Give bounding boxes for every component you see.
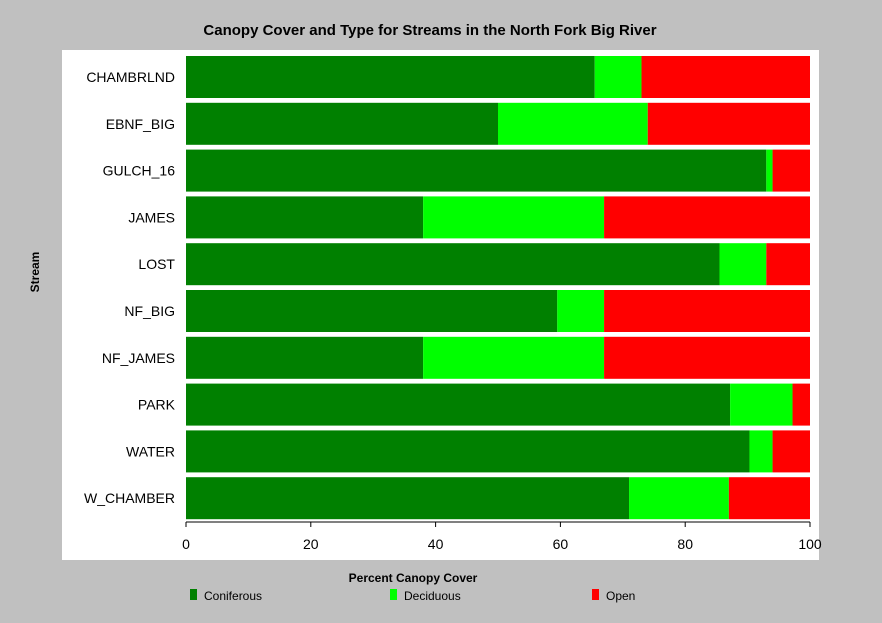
x-tick-label: 20 <box>303 536 319 552</box>
bar-open-lost <box>766 243 810 286</box>
category-label: GULCH_16 <box>103 163 176 179</box>
legend: Coniferous Deciduous Open <box>190 589 635 603</box>
bar-coniferous-james <box>186 196 424 239</box>
category-label: W_CHAMBER <box>84 490 175 506</box>
category-label: NF_BIG <box>124 303 175 319</box>
bar-open-nf_james <box>604 336 810 379</box>
bar-open-gulch_16 <box>772 149 810 192</box>
legend-label-deciduous: Deciduous <box>404 589 461 603</box>
x-tick-label: 100 <box>798 536 822 552</box>
bar-deciduous-nf_james <box>423 336 605 379</box>
bar-deciduous-w_chamber <box>629 477 729 520</box>
bar-open-w_chamber <box>728 477 810 520</box>
bar-deciduous-gulch_16 <box>766 149 773 192</box>
bar-deciduous-chambrlnd <box>594 56 642 98</box>
legend-swatch-open <box>592 589 599 600</box>
bar-coniferous-w_chamber <box>186 477 630 520</box>
category-label: LOST <box>138 256 175 272</box>
bar-coniferous-park <box>186 383 731 426</box>
bar-deciduous-nf_big <box>557 290 605 332</box>
legend-label-coniferous: Coniferous <box>204 589 262 603</box>
x-ticks: 0 20 40 60 80 100 <box>182 522 822 552</box>
x-tick-label: 0 <box>182 536 190 552</box>
x-tick-label: 60 <box>553 536 569 552</box>
bar-coniferous-nf_james <box>186 336 424 379</box>
x-tick-label: 40 <box>428 536 444 552</box>
category-labels: CHAMBRLND EBNF_BIG GULCH_16 JAMES LOST NF_BIG… <box>84 69 176 506</box>
bar-open-water <box>772 430 810 473</box>
category-label: PARK <box>138 397 176 413</box>
category-label: CHAMBRLND <box>86 69 175 85</box>
category-label: EBNF_BIG <box>106 116 175 132</box>
legend-label-open: Open <box>606 589 635 603</box>
bar-coniferous-nf_big <box>186 290 558 332</box>
legend-swatch-coniferous <box>190 589 197 600</box>
bar-deciduous-lost <box>719 243 767 286</box>
bar-coniferous-water <box>186 430 750 473</box>
x-axis-label: Percent Canopy Cover <box>349 571 478 585</box>
category-label: JAMES <box>128 209 175 225</box>
bar-open-chambrlnd <box>641 56 810 98</box>
chart-title: Canopy Cover and Type for Streams in the… <box>203 22 656 39</box>
bar-open-nf_big <box>604 290 810 332</box>
bar-deciduous-ebnf_big <box>498 102 648 145</box>
bar-coniferous-ebnf_big <box>186 102 498 145</box>
category-label: NF_JAMES <box>102 350 175 366</box>
legend-swatch-deciduous <box>390 589 397 600</box>
bars-group <box>186 56 810 520</box>
y-axis-label: Stream <box>28 252 42 293</box>
bar-open-james <box>604 196 810 239</box>
bar-deciduous-james <box>423 196 605 239</box>
bar-deciduous-water <box>749 430 773 473</box>
bar-open-ebnf_big <box>647 102 810 145</box>
x-tick-label: 80 <box>677 536 693 552</box>
bar-coniferous-lost <box>186 243 720 286</box>
bar-deciduous-park <box>730 383 793 426</box>
bar-coniferous-chambrlnd <box>186 56 595 98</box>
bar-open-park <box>792 383 810 426</box>
category-label: WATER <box>126 443 175 459</box>
bar-coniferous-gulch_16 <box>186 149 767 192</box>
